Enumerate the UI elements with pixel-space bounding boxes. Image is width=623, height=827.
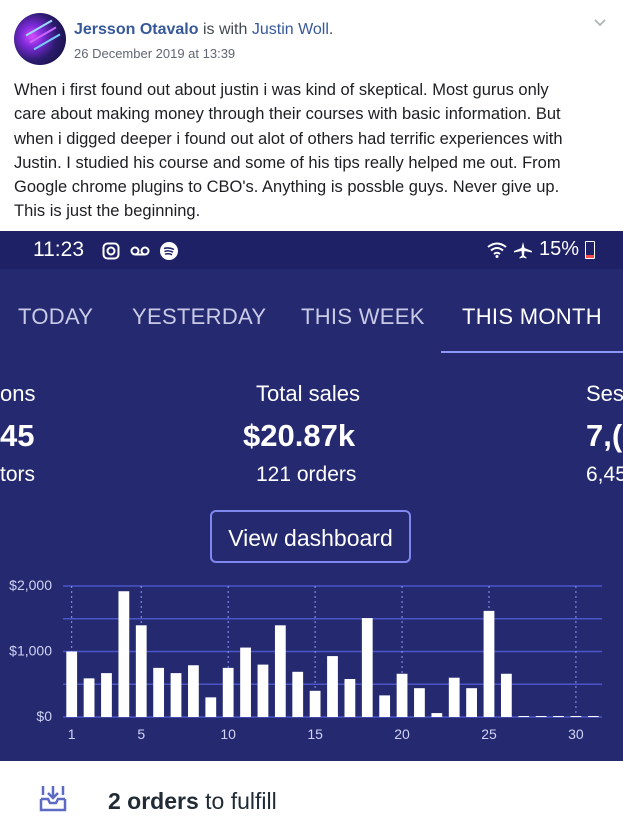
author-name-link[interactable]: Jersson Otavalo bbox=[74, 21, 199, 38]
orders-count: 121 orders bbox=[256, 463, 357, 486]
fulfill-row[interactable]: 2 orders to fulfill bbox=[0, 761, 623, 827]
chart-bar bbox=[396, 673, 408, 717]
chart-bar bbox=[448, 677, 460, 717]
post-text-line: This is just the beginning. bbox=[14, 202, 201, 221]
chart-bar bbox=[222, 667, 234, 717]
chart-x-tick-label: 20 bbox=[394, 726, 410, 742]
status-app-icons bbox=[102, 241, 178, 261]
chart-bar bbox=[570, 716, 582, 717]
status-bar: 11:23 15% bbox=[0, 231, 623, 269]
chart-bar bbox=[205, 697, 217, 717]
fulfill-rest: to fulfill bbox=[198, 788, 277, 814]
chart-bar bbox=[431, 713, 443, 717]
total-sales-label: Total sales bbox=[256, 381, 360, 406]
status-right: 15% bbox=[487, 238, 595, 261]
right-stat-value: 7,( bbox=[586, 418, 623, 453]
chart-bar bbox=[587, 716, 599, 717]
chart-y-tick-label: $1,000 bbox=[9, 643, 52, 659]
chart-bar bbox=[274, 625, 286, 717]
chart-bar bbox=[344, 679, 356, 717]
active-tab-indicator bbox=[441, 351, 623, 353]
chart-x-tick-label: 10 bbox=[220, 726, 236, 742]
battery-icon bbox=[585, 240, 595, 259]
status-time: 11:23 bbox=[33, 238, 84, 261]
chart-x-tick-label: 1 bbox=[68, 726, 76, 742]
chart-bar bbox=[309, 690, 321, 717]
post-date[interactable]: 26 December 2019 at 13:39 bbox=[74, 46, 236, 61]
chart-bar bbox=[118, 591, 130, 717]
chart-bar bbox=[240, 647, 251, 717]
post-text-line: When i first found out about justin i wa… bbox=[14, 81, 549, 99]
chart-bar bbox=[292, 671, 304, 717]
tab-this-month[interactable]: THIS MONTH bbox=[462, 304, 602, 329]
chart-y-tick-label: $0 bbox=[36, 708, 52, 724]
chart-bar bbox=[101, 673, 112, 717]
total-sales-value: $20.87k bbox=[243, 418, 356, 453]
chart-bar bbox=[553, 716, 564, 717]
left-stat-value: 45 bbox=[0, 418, 35, 453]
tagged-user-link[interactable]: Justin Woll bbox=[251, 21, 329, 38]
spotify-icon bbox=[160, 242, 178, 260]
inbox-download-icon bbox=[39, 786, 67, 812]
sales-chart-svg: $2,000$1,000$01 5 10 15 20 25 30 bbox=[9, 577, 602, 742]
voicemail-icon bbox=[130, 246, 150, 256]
period: . bbox=[328, 21, 334, 38]
chart-x-tick-label: 5 bbox=[137, 726, 145, 742]
wifi-icon bbox=[487, 242, 507, 258]
left-stat-sub: tors bbox=[0, 463, 36, 486]
post-text-line: Justin. I studied his course and some of… bbox=[14, 153, 561, 172]
chart-x-tick-label: 30 bbox=[568, 726, 584, 742]
battery-percent: 15% bbox=[538, 238, 579, 260]
sales-bar-chart: $2,000 $1,000 $0 1 5 10 15 20 25 30 bbox=[0, 571, 623, 761]
chart-bar bbox=[500, 673, 512, 717]
chart-bar bbox=[170, 673, 182, 717]
chart-bar bbox=[361, 618, 373, 717]
chart-bar bbox=[379, 695, 391, 717]
with-text: is with bbox=[198, 21, 252, 38]
chart-x-tick-label: 15 bbox=[307, 726, 323, 742]
tab-yesterday[interactable]: YESTERDAY bbox=[132, 304, 267, 329]
post-header: Jersson Otavalo is with Justin Woll. bbox=[74, 21, 333, 39]
chart-bar bbox=[83, 678, 95, 717]
chart-bar bbox=[518, 716, 530, 717]
airplane-icon bbox=[513, 241, 532, 258]
instagram-icon bbox=[102, 242, 120, 260]
right-stat-sub: 6,45 bbox=[586, 463, 623, 486]
facebook-post: Jersson Otavalo is with Justin Woll. 26 … bbox=[0, 0, 623, 231]
view-dashboard-button[interactable]: View dashboard bbox=[210, 510, 411, 563]
left-stat-label: ons bbox=[0, 381, 36, 406]
post-text: When i first found out about justin i wa… bbox=[14, 78, 614, 224]
tab-this-week[interactable]: THIS WEEK bbox=[301, 304, 425, 329]
post-text-line: Google chrome plugins to CBO's. Anything… bbox=[14, 178, 560, 197]
chart-bar bbox=[535, 716, 547, 717]
shopify-app-screenshot: 11:23 15% TODAY YESTERDAY THIS WEEK THIS… bbox=[0, 231, 623, 761]
chart-bar bbox=[466, 688, 477, 717]
fulfill-text: 2 orders to fulfill bbox=[108, 788, 277, 815]
chart-x-tick-label: 25 bbox=[481, 726, 497, 742]
post-text-line: care about making money through their co… bbox=[14, 105, 561, 124]
chart-bar bbox=[414, 688, 425, 717]
chart-bar bbox=[257, 664, 269, 717]
chart-bar bbox=[188, 665, 199, 717]
chart-bar bbox=[153, 667, 165, 717]
chart-bar bbox=[135, 625, 147, 717]
tab-today[interactable]: TODAY bbox=[18, 304, 94, 329]
chart-bar bbox=[66, 651, 78, 717]
chevron-down-icon[interactable] bbox=[592, 14, 608, 30]
period-tabs: TODAY YESTERDAY THIS WEEK THIS MONTH bbox=[0, 269, 623, 353]
author-avatar[interactable] bbox=[14, 13, 66, 65]
fulfill-count: 2 orders bbox=[108, 788, 199, 814]
right-stat-label: Ses bbox=[586, 381, 623, 406]
chart-bar bbox=[483, 610, 495, 717]
chart-bar bbox=[327, 656, 338, 717]
post-text-line: when i digged deeper i found out alot of… bbox=[14, 129, 563, 148]
chart-y-tick-label: $2,000 bbox=[9, 577, 52, 593]
